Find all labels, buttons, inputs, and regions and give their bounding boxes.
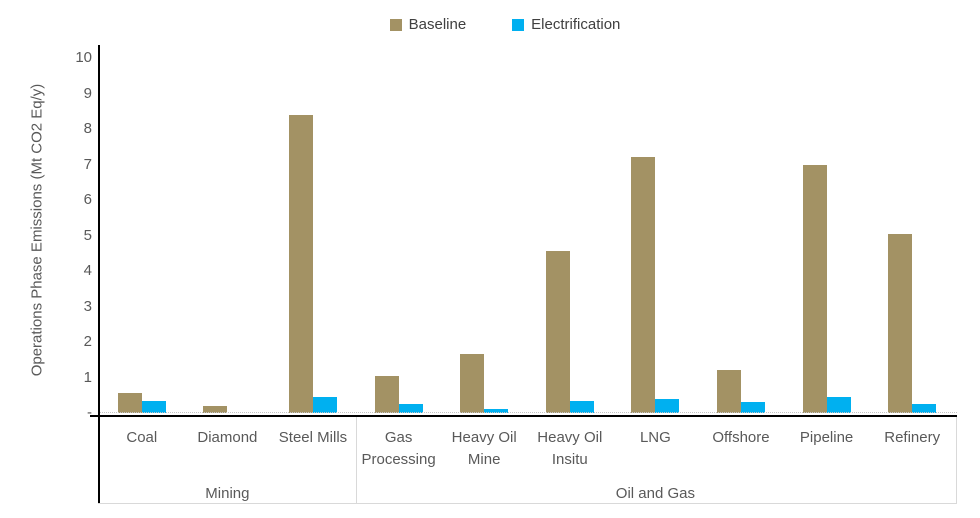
y-axis-line: [98, 45, 100, 503]
bar-baseline-lng: [631, 157, 656, 413]
bar-baseline-coal: [117, 393, 142, 413]
bar-electrification-offshore: [741, 402, 765, 413]
y-tick-label-9: 9: [83, 84, 92, 102]
y-tick-label-1: 1: [83, 368, 92, 386]
bar-electrification-heavy-oil-insitu: [569, 400, 594, 413]
category-label-diamond: Diamond: [197, 429, 258, 446]
bar-baseline-steel-mills: [289, 114, 313, 413]
bar-baseline-offshore: [717, 370, 741, 413]
y-tick-label-6: 6: [83, 191, 92, 208]
bar-baseline-heavy-oil-insitu: [545, 251, 570, 413]
electrification-swatch-icon: [512, 18, 525, 31]
group-separator-line-right: [956, 417, 957, 503]
zero-gridline: [99, 412, 957, 413]
category-label-steel-mills: Steel Mills: [278, 429, 348, 446]
bar-electrification-lng: [655, 398, 680, 413]
y-tick-label-3: 3: [83, 297, 92, 315]
y-tick-label-0: -: [87, 404, 92, 421]
category-label-offshore: Offshore: [712, 429, 770, 446]
baseline-swatch-icon: [389, 18, 402, 31]
bar-baseline-diamond: [203, 405, 228, 413]
y-tick-label-8: 8: [83, 120, 92, 137]
legend-label-electrification: Electrification: [531, 16, 621, 33]
y-tick-label-4: 4: [83, 262, 92, 279]
category-label-coal: Coal: [126, 429, 158, 446]
y-tick-label-10: 10: [75, 49, 92, 66]
category-label-lng: LNG: [639, 429, 671, 446]
bar-electrification-coal: [141, 400, 166, 413]
group-label-oil-and-gas: Oil and Gas: [615, 485, 695, 502]
group-label-mining: Mining: [205, 485, 250, 502]
category-label-refinery: Refinery: [884, 429, 941, 446]
bar-electrification-pipeline: [826, 397, 851, 413]
legend-label-baseline: Baseline: [408, 16, 467, 33]
bar-baseline-pipeline: [802, 164, 827, 413]
category-label-heavy-oil-insitu: Heavy Oil Insitu: [537, 429, 603, 468]
bar-baseline-refinery: [888, 233, 913, 413]
x-axis-line: [90, 415, 957, 417]
category-label-pipeline: Pipeline: [799, 429, 854, 446]
y-axis-title: Operations Phase Emissions (Mt CO2 Eq/y): [28, 83, 46, 377]
y-tick-label-5: 5: [83, 226, 92, 244]
bar-baseline-heavy-oil-mine: [460, 354, 485, 413]
y-tick-label-2: 2: [83, 333, 92, 350]
bar-baseline-gas-processing: [374, 375, 399, 413]
category-label-heavy-oil-mine: Heavy Oil Mine: [451, 429, 517, 468]
bar-electrification-steel-mills: [313, 397, 337, 413]
group-separator-line-mining-oilgas: [356, 417, 357, 503]
chart-legend: Baseline Electrification: [30, 16, 980, 33]
legend-item-electrification: Electrification: [512, 16, 620, 33]
bar-electrification-refinery: [912, 404, 937, 413]
y-tick-label-7: 7: [83, 155, 92, 173]
legend-item-baseline: Baseline: [389, 16, 467, 33]
axis-bottom-border-line: [98, 503, 957, 504]
bar-electrification-heavy-oil-mine: [484, 409, 509, 413]
bar-electrification-gas-processing: [398, 404, 423, 413]
category-label-gas-processing: Gas Processing: [361, 429, 436, 468]
